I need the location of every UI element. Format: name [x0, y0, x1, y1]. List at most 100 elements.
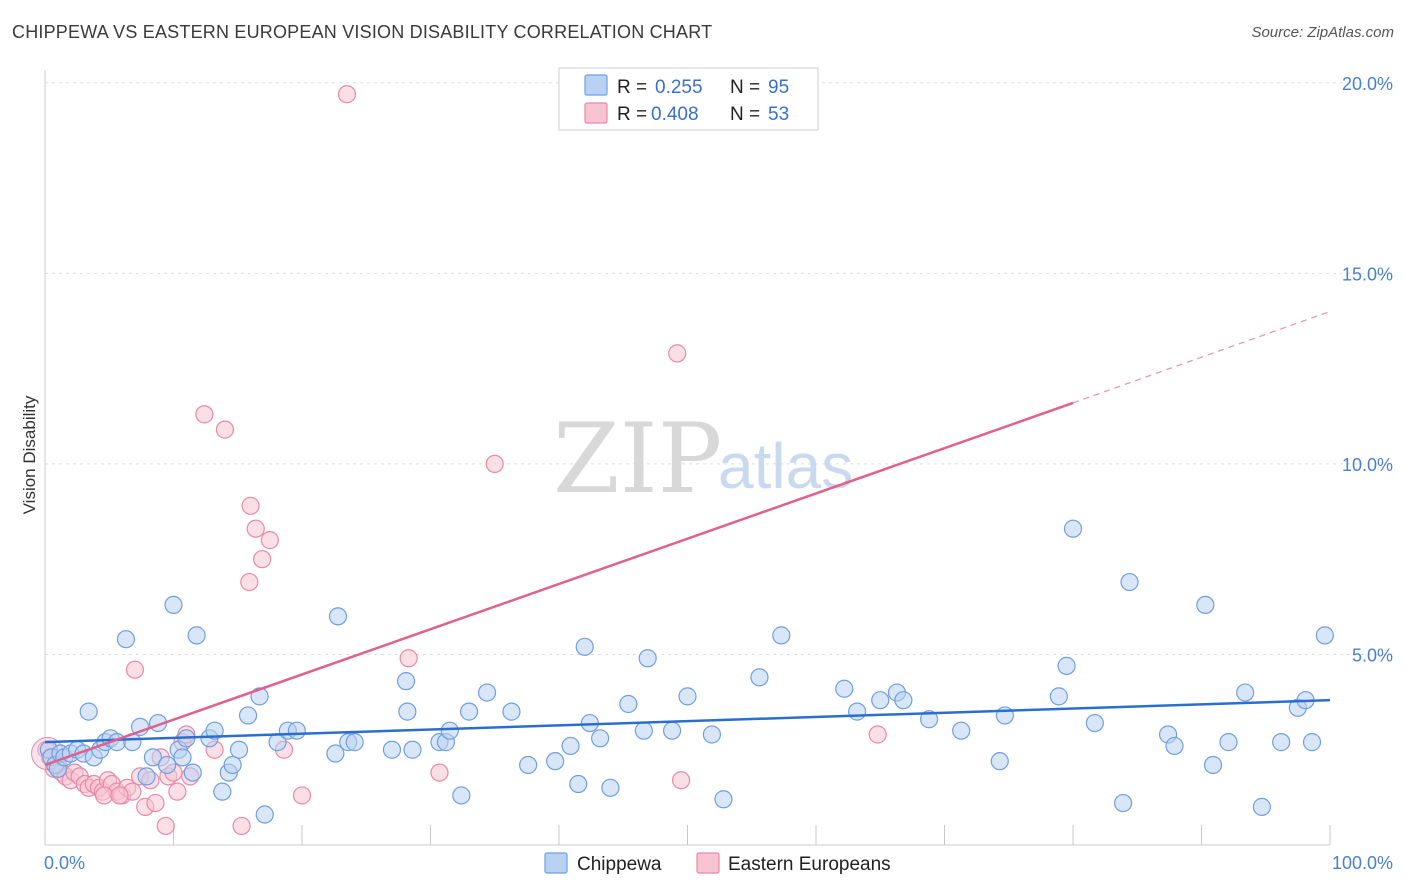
chippewa-point	[137, 767, 156, 786]
top-legend: R = 0.255 N = 95 R = 0.408 N = 53	[558, 67, 819, 131]
chippewa-point	[238, 706, 258, 725]
chippewa-point	[187, 626, 206, 645]
eastern-europeans-trend-extension	[1072, 310, 1331, 404]
eastern-europeans-point	[668, 344, 687, 363]
grid-lines	[45, 82, 1395, 655]
chippewa-point	[477, 683, 497, 702]
chippewa-point	[1049, 687, 1068, 706]
chippewa-point	[1063, 519, 1083, 538]
watermark: ZIP atlas	[553, 403, 853, 515]
chippewa-point	[678, 687, 697, 706]
chippewa-point	[403, 740, 422, 759]
chippewa-point	[143, 748, 163, 767]
chippewa-point	[328, 607, 348, 626]
chippewa-point	[1315, 626, 1334, 645]
chippewa-point	[702, 725, 722, 744]
chart-title: CHIPPEWA VS EASTERN EUROPEAN VISION DISA…	[12, 22, 713, 42]
chippewa-point	[173, 748, 192, 767]
chippewa-point	[157, 755, 177, 775]
chippewa-point	[79, 702, 98, 721]
y-tick-label: 15.0%	[1342, 264, 1393, 284]
chippewa-point	[1302, 733, 1322, 752]
eastern-europeans-point	[260, 531, 279, 550]
y-axis-label: Vision Disability	[20, 395, 39, 514]
legend-n-label: N =	[730, 104, 760, 125]
bottom-legend: Chippewa Eastern Europeans	[544, 852, 891, 875]
legend-n-value: 53	[768, 104, 789, 125]
chippewa-points	[39, 519, 1334, 824]
chippewa-point	[990, 752, 1009, 771]
eastern-europeans-point	[195, 405, 214, 424]
eastern-europeans-point	[125, 660, 145, 679]
legend-n-label: N =	[730, 77, 760, 98]
eastern-europeans-point	[110, 786, 129, 805]
chippewa-point	[919, 710, 939, 729]
chippewa-point	[848, 702, 867, 721]
bottom-legend-swatch-chippewa	[544, 852, 568, 874]
legend-r-label: R =	[617, 104, 647, 125]
chippewa-point	[1272, 733, 1291, 752]
eastern-europeans-point	[868, 725, 887, 744]
chippewa-point	[750, 668, 769, 687]
chippewa-point	[398, 702, 417, 721]
chippewa-point	[382, 740, 402, 759]
chippewa-point	[213, 782, 232, 801]
chippewa-point	[835, 679, 854, 698]
chippewa-point	[1219, 733, 1238, 752]
chippewa-point	[1165, 736, 1184, 756]
eastern-europeans-point	[253, 550, 272, 569]
y-tick-label: 20.0%	[1342, 74, 1393, 94]
chippewa-point	[662, 721, 682, 740]
eastern-europeans-point	[146, 793, 165, 813]
chippewa-point	[459, 702, 479, 721]
chippewa-trend-line	[44, 698, 1331, 744]
x-tick-label: 0.0%	[44, 853, 85, 873]
chippewa-point	[546, 752, 565, 771]
eastern-europeans-point	[430, 763, 449, 782]
eastern-europeans-point	[292, 786, 312, 805]
legend-swatch-chippewa	[584, 74, 608, 96]
eastern-europeans-point	[168, 782, 187, 801]
chippewa-point	[1203, 755, 1223, 775]
chippewa-point	[164, 595, 183, 615]
eastern-europeans-point	[485, 454, 504, 474]
x-tick-label: 100.0%	[1332, 853, 1393, 873]
chippewa-point	[772, 626, 791, 645]
source-credit: Source: ZipAtlas.com	[1251, 24, 1394, 41]
chippewa-point	[223, 755, 242, 775]
chippewa-point	[619, 694, 638, 714]
y-tick-label: 5.0%	[1352, 645, 1393, 665]
chippewa-point	[326, 744, 345, 763]
eastern-europeans-point	[95, 786, 114, 805]
watermark-zip: ZIP	[553, 403, 722, 515]
chippewa-point	[229, 740, 249, 759]
chippewa-point	[569, 774, 588, 794]
eastern-europeans-point	[232, 816, 251, 836]
axes	[44, 70, 1331, 846]
eastern-europeans-point	[215, 420, 234, 439]
chippewa-point	[183, 763, 202, 782]
chippewa-point	[634, 721, 653, 740]
legend-r-value: 0.255	[655, 77, 703, 98]
chippewa-point	[1057, 656, 1076, 675]
y-tick-labels: 5.0% 10.0% 15.0% 20.0%	[1342, 74, 1393, 666]
legend-r-label: R =	[617, 77, 647, 98]
chippewa-point	[591, 729, 610, 748]
chippewa-point	[638, 649, 657, 668]
eastern-europeans-point	[671, 771, 691, 790]
chippewa-point	[255, 805, 274, 824]
chippewa-point	[452, 786, 471, 805]
chippewa-point	[1114, 793, 1133, 813]
bottom-legend-chippewa: Chippewa	[577, 854, 662, 875]
eastern-europeans-point	[399, 649, 418, 668]
chippewa-point	[1236, 683, 1255, 702]
eastern-europeans-point	[246, 519, 265, 538]
eastern-europeans-point	[240, 572, 259, 592]
chippewa-point	[396, 672, 416, 691]
eastern-europeans-trend-line	[44, 401, 1074, 767]
legend-n-value: 95	[768, 77, 789, 98]
legend-swatch-eastern-europeans	[584, 102, 608, 124]
eastern-europeans-point	[241, 496, 260, 515]
y-tick-label: 10.0%	[1342, 455, 1393, 475]
